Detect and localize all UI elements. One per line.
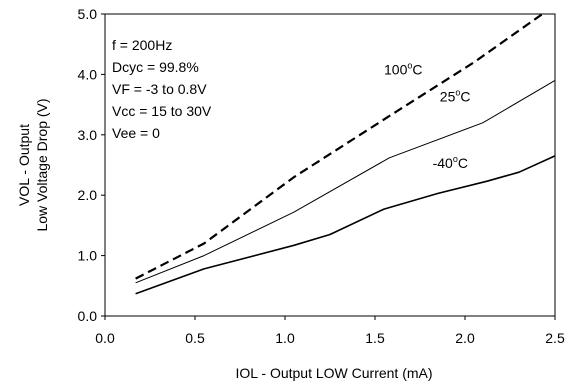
y-tick-label: 5.0: [78, 6, 98, 22]
y-axis-ticks: 0.0 1.0 2.0 3.0 4.0 5.0: [78, 6, 105, 324]
x-axis-ticks: 0.0 0.5 1.0 1.5 2.0 2.5: [95, 316, 565, 346]
series-line: [135, 155, 556, 295]
series-labels: 100oC 25oC -40oC: [384, 60, 479, 175]
series-label: 25oC: [440, 88, 471, 105]
x-tick-label: 2.0: [455, 330, 475, 346]
condition-text: Vee = 0: [112, 125, 160, 141]
y-tick-label: 1.0: [78, 248, 98, 264]
series-label: 100oC: [384, 60, 423, 77]
series-line: [135, 13, 544, 280]
series-layer: [135, 13, 556, 295]
condition-text: VF = -3 to 0.8V: [112, 81, 207, 97]
series-label: -40oC: [433, 154, 468, 171]
condition-text: Vcc = 15 to 30V: [112, 103, 212, 119]
condition-text: Dcyc = 99.8%: [112, 59, 199, 75]
y-tick-label: 4.0: [78, 66, 98, 82]
condition-text: f = 200Hz: [112, 37, 172, 53]
x-tick-label: 2.5: [545, 330, 565, 346]
x-axis-label: IOL - Output LOW Current (mA): [235, 365, 432, 381]
y-axis-label-line2: Low Voltage Drop (V): [34, 98, 50, 231]
series-line: [135, 79, 556, 284]
label-background: [428, 152, 479, 175]
plot-border: [104, 13, 556, 317]
y-axis-label-line1: VOL - Output: [16, 124, 32, 206]
x-tick-label: 1.5: [365, 330, 385, 346]
y-tick-label: 2.0: [78, 187, 98, 203]
y-tick-label: 0.0: [78, 308, 98, 324]
y-tick-label: 3.0: [78, 127, 98, 143]
plot-frame: [104, 13, 556, 317]
x-tick-label: 0.5: [185, 330, 205, 346]
conditions-annotation: f = 200Hz Dcyc = 99.8% VF = -3 to 0.8V V…: [112, 37, 212, 141]
x-tick-label: 1.0: [275, 330, 295, 346]
x-tick-label: 0.0: [95, 330, 115, 346]
